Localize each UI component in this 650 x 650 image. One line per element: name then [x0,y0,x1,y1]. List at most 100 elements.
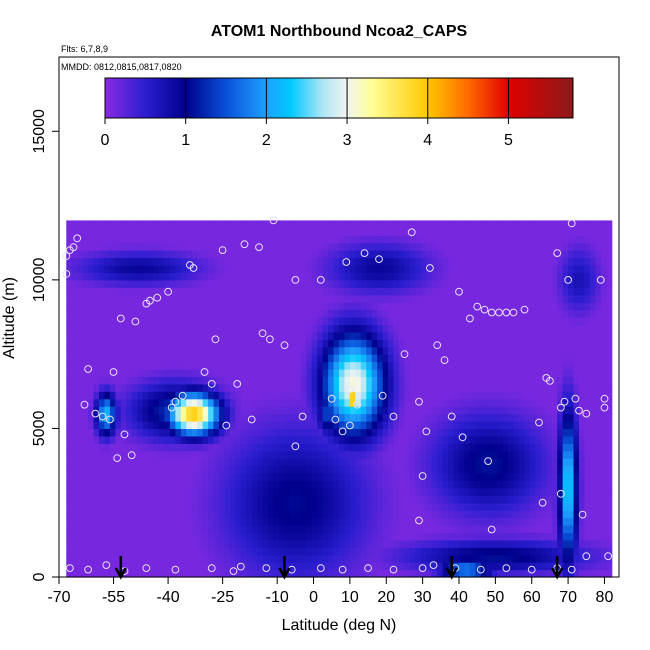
heatmap-cell [306,517,313,526]
heatmap-cell [246,398,253,407]
heatmap-cell [71,458,78,467]
heatmap-cell [109,250,116,259]
heatmap-cell [311,421,318,430]
heatmap-cell [469,346,476,355]
heatmap-cell [142,272,149,281]
heatmap-cell [519,302,526,311]
heatmap-cell [388,465,395,474]
heatmap-cell [524,391,531,400]
heatmap-cell [448,428,455,437]
heatmap-cell [219,257,226,266]
heatmap-cell [235,547,242,556]
heatmap-cell [551,428,558,437]
heatmap-cell [93,331,100,340]
heatmap-cell [535,279,542,288]
heatmap-cell [453,227,460,236]
heatmap-cell [191,562,198,571]
heatmap-cell [164,383,171,392]
heatmap-cell [551,324,558,333]
heatmap-cell [104,495,111,504]
heatmap-cell [426,383,433,392]
colorbar-tick-label: 5 [504,132,513,149]
heatmap-cell [257,539,264,548]
heatmap-cell [115,250,122,259]
heatmap-cell [208,257,215,266]
heatmap-cell [600,376,607,385]
heatmap-cell [148,487,155,496]
heatmap-cell [529,495,536,504]
heatmap-cell [535,391,542,400]
heatmap-cell [568,525,575,534]
heatmap-cell [344,398,351,407]
heatmap-cell [442,525,449,534]
heatmap-cell [437,562,444,571]
heatmap-cell [328,413,335,422]
heatmap-cell [93,443,100,452]
heatmap-cell [235,428,242,437]
heatmap-cell [469,532,476,541]
heatmap-cell [186,473,193,482]
heatmap-cell [219,458,226,467]
heatmap-cell [404,354,411,363]
heatmap-cell [202,510,209,519]
heatmap-cell [508,331,515,340]
heatmap-cell [208,435,215,444]
heatmap-cell [562,443,569,452]
heatmap-cell [115,235,122,244]
heatmap-cell [453,317,460,326]
heatmap-cell [279,554,286,563]
heatmap-cell [137,272,144,281]
heatmap-cell [568,220,575,229]
heatmap-cell [453,406,460,415]
heatmap-cell [295,562,302,571]
heatmap-cell [273,346,280,355]
heatmap-cell [513,495,520,504]
heatmap-cell [180,242,187,251]
heatmap-cell [300,279,307,288]
heatmap-cell [437,309,444,318]
heatmap-cell [148,324,155,333]
heatmap-cell [88,413,95,422]
heatmap-cell [409,250,416,259]
heatmap-cell [82,317,89,326]
heatmap-cell [262,324,269,333]
heatmap-cell [535,525,542,534]
heatmap-cell [322,391,329,400]
heatmap-cell [104,450,111,459]
heatmap-cell [328,525,335,534]
heatmap-cell [191,265,198,274]
heatmap-cell [502,354,509,363]
heatmap-cell [186,339,193,348]
heatmap-cell [431,562,438,571]
heatmap-cell [584,227,591,236]
heatmap-cell [404,383,411,392]
heatmap-cell [333,495,340,504]
heatmap-cell [404,465,411,474]
heatmap-cell [388,324,395,333]
heatmap-cell [508,235,515,244]
heatmap-cell [502,458,509,467]
heatmap-cell [589,428,596,437]
heatmap-cell [377,324,384,333]
heatmap-cell [491,302,498,311]
heatmap-cell [355,346,362,355]
heatmap-cell [562,458,569,467]
heatmap-cell [262,242,269,251]
heatmap-cell [568,361,575,370]
heatmap-cell [448,532,455,541]
heatmap-cell [529,473,536,482]
heatmap-cell [142,458,149,467]
heatmap-cell [240,235,247,244]
heatmap-cell [491,487,498,496]
heatmap-cell [459,465,466,474]
heatmap-cell [257,235,264,244]
heatmap-cell [513,227,520,236]
heatmap-cell [153,569,160,578]
heatmap-cell [508,458,515,467]
heatmap-cell [273,309,280,318]
heatmap-cell [169,450,176,459]
heatmap-cell [415,257,422,266]
heatmap-cell [399,227,406,236]
heatmap-cell [366,502,373,511]
heatmap-cell [420,450,427,459]
